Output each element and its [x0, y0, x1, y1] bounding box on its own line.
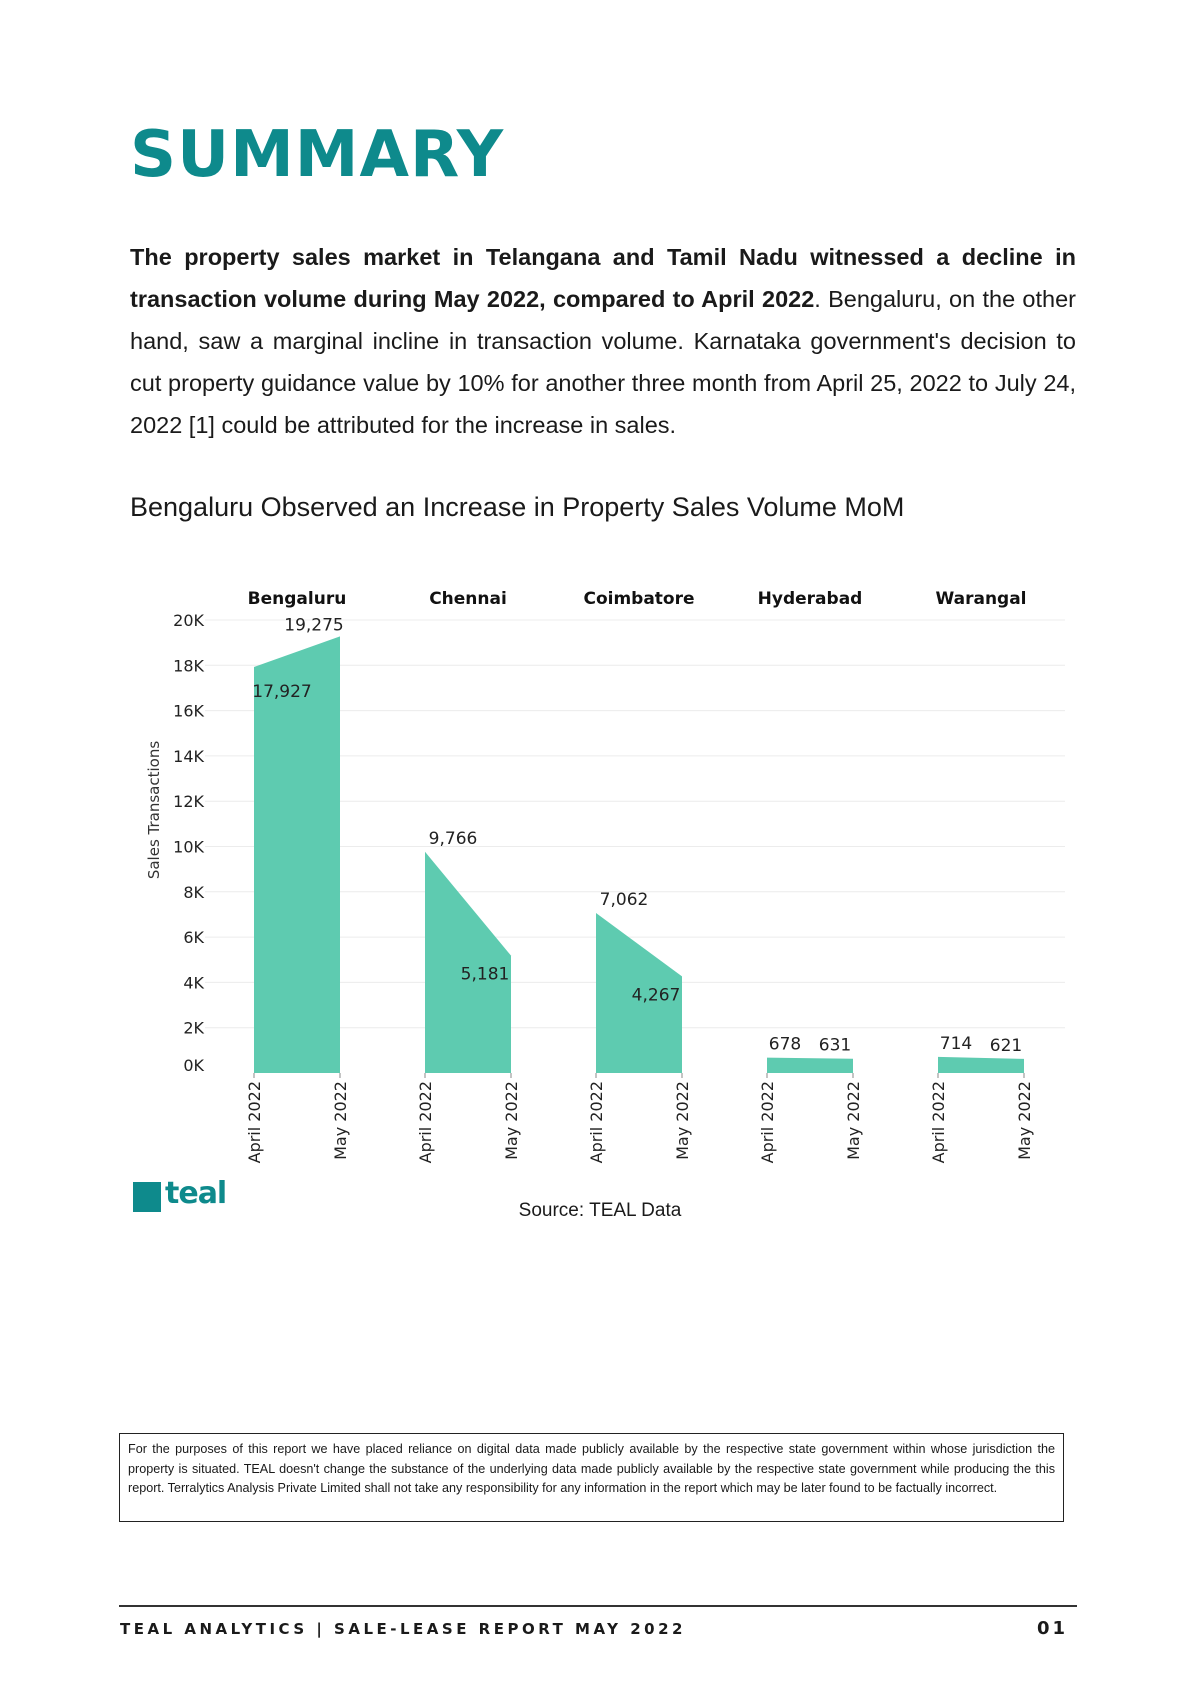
- data-label: 7,062: [600, 890, 649, 910]
- data-label: 714: [940, 1034, 972, 1054]
- intro-bold-text: The property sales market in Telangana a…: [130, 244, 1076, 312]
- x-tick-label: May 2022: [844, 1081, 863, 1160]
- x-tick-label: May 2022: [1015, 1081, 1034, 1160]
- y-tick-label: 10K: [173, 838, 204, 857]
- area-mark: [767, 1057, 853, 1073]
- x-tick-label: May 2022: [673, 1081, 692, 1160]
- data-label: 17,927: [252, 682, 311, 702]
- data-label: 19,275: [284, 615, 343, 635]
- y-tick-label: 12K: [173, 792, 204, 811]
- area-mark: [254, 636, 340, 1073]
- teal-logo: teal: [133, 1176, 243, 1214]
- y-tick-label: 20K: [173, 611, 204, 630]
- panel-title: Warangal: [935, 589, 1026, 609]
- chart-source: Source: TEAL Data: [518, 1200, 682, 1221]
- data-label: 4,267: [632, 985, 681, 1005]
- y-tick-label: 4K: [183, 973, 204, 992]
- y-tick-label: 2K: [183, 1019, 204, 1038]
- y-tick-label: 6K: [183, 928, 204, 947]
- y-tick-label: 8K: [183, 883, 204, 902]
- x-tick-label: April 2022: [416, 1081, 435, 1163]
- y-tick-label: 0K: [183, 1056, 204, 1075]
- panel-title: Coimbatore: [583, 589, 694, 609]
- y-tick-label: 14K: [173, 747, 204, 766]
- panel-title: Chennai: [429, 589, 507, 609]
- footer-report-name: TEAL ANALYTICS | SALE-LEASE REPORT MAY 2…: [120, 1620, 686, 1638]
- page-title: SUMMARY: [130, 118, 505, 192]
- disclaimer-box: For the purposes of this report we have …: [119, 1433, 1064, 1522]
- panel-title: Hyderabad: [758, 589, 863, 609]
- data-label: 9,766: [429, 829, 478, 849]
- x-tick-label: May 2022: [331, 1081, 350, 1160]
- y-axis-label: Sales Transactions: [145, 741, 163, 880]
- area-mark: [938, 1056, 1024, 1073]
- x-tick-label: April 2022: [587, 1081, 606, 1163]
- intro-paragraph: The property sales market in Telangana a…: [130, 236, 1076, 446]
- x-tick-label: April 2022: [245, 1081, 264, 1163]
- data-label: 678: [769, 1035, 801, 1055]
- logo-wordmark: teal: [165, 1176, 227, 1211]
- x-tick-label: April 2022: [758, 1081, 777, 1163]
- y-tick-label: 18K: [173, 656, 204, 675]
- area-mark: [596, 913, 682, 1073]
- data-label: 621: [990, 1036, 1022, 1056]
- area-mark: [425, 851, 511, 1073]
- data-label: 5,181: [461, 965, 510, 985]
- y-tick-label: 16K: [173, 702, 204, 721]
- logo-square-icon: [133, 1182, 161, 1212]
- chart-title: Bengaluru Observed an Increase in Proper…: [130, 492, 905, 522]
- x-tick-label: May 2022: [502, 1081, 521, 1160]
- page-number: 01: [1036, 1618, 1068, 1639]
- footer-divider: [119, 1605, 1077, 1607]
- panel-title: Bengaluru: [248, 589, 347, 609]
- data-label: 631: [819, 1036, 851, 1056]
- intro-text: . Bengaluru, on the other hand, saw a ma…: [130, 286, 1076, 438]
- x-tick-label: April 2022: [929, 1081, 948, 1163]
- sales-volume-chart: 0K 2K 4K 6K 8K 10K 12K 14K 16K 18K 20K Sales Transa…: [145, 589, 1065, 1163]
